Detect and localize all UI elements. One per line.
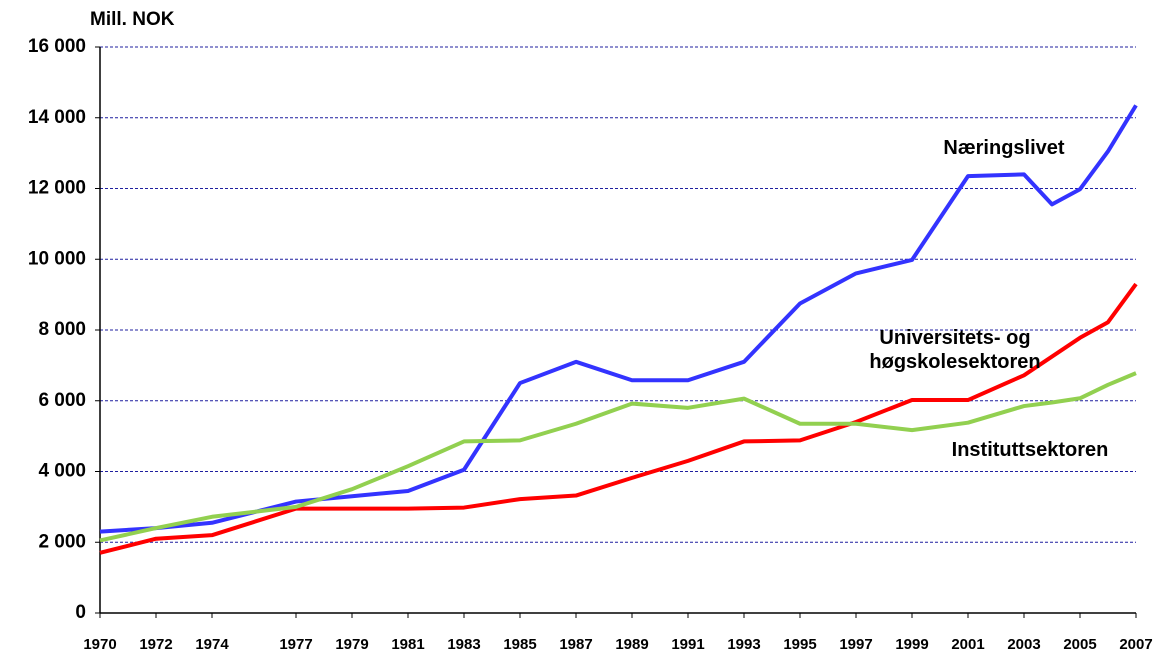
y-axis-label: Mill. NOK <box>90 9 175 30</box>
series-label: Universitets- og høgskolesektoren <box>869 327 1041 373</box>
y-tick-label: 0 <box>75 602 86 623</box>
x-tick-label: 1977 <box>279 636 312 653</box>
y-tick-label: 6 000 <box>38 390 86 411</box>
series-line <box>99 104 1138 534</box>
series-label: Instituttsektoren <box>951 439 1109 461</box>
x-tick-label: 2001 <box>951 636 984 653</box>
x-tick-label: 2003 <box>1007 636 1040 653</box>
series-line <box>99 371 1137 543</box>
x-tick-label: 1972 <box>139 636 172 653</box>
x-tick-label: 1983 <box>447 636 480 653</box>
x-tick-label: 1989 <box>615 636 648 653</box>
series-line <box>99 282 1138 555</box>
x-tick-label: 1970 <box>83 636 116 653</box>
y-tick-label: 10 000 <box>28 248 86 269</box>
x-tick-label: 1993 <box>727 636 760 653</box>
x-tick-label: 2007 <box>1119 636 1152 653</box>
x-tick-label: 1987 <box>559 636 592 653</box>
y-tick-label: 16 000 <box>28 36 86 57</box>
x-tick-label: 1974 <box>195 636 229 653</box>
x-tick-label: 1999 <box>895 636 928 653</box>
y-tick-label: 12 000 <box>28 178 86 199</box>
y-tick-label: 2 000 <box>38 531 86 552</box>
x-tick-label: 1995 <box>783 636 816 653</box>
y-tick-label: 14 000 <box>28 107 86 128</box>
y-tick-label: 4 000 <box>38 461 86 482</box>
y-tick-label: 8 000 <box>38 319 86 340</box>
x-tick-label: 1991 <box>671 636 704 653</box>
x-tick-label: 1981 <box>391 636 424 653</box>
x-tick-label: 2005 <box>1063 636 1096 653</box>
x-tick-label: 1997 <box>839 636 872 653</box>
series-label: Næringslivet <box>943 137 1065 159</box>
x-tick-label: 1979 <box>335 636 368 653</box>
x-tick-label: 1985 <box>503 636 536 653</box>
